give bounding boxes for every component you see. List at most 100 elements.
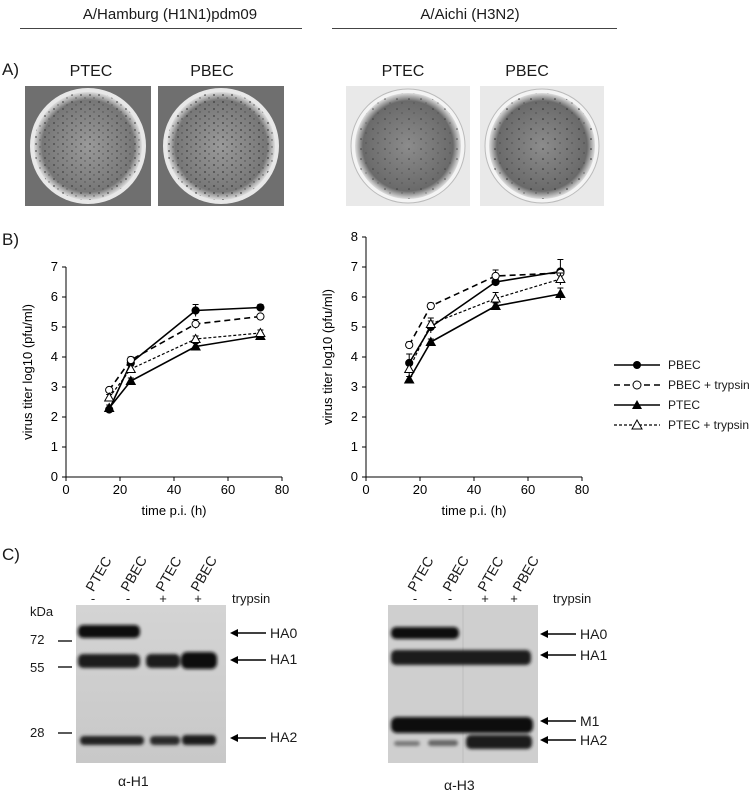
blot2-band-ha1: HA1 xyxy=(580,647,608,663)
y-axis-label: virus titer log10 (pfu/ml) xyxy=(320,289,335,425)
blot2-lane-ptec-2: PTEC xyxy=(474,553,507,594)
blot2-lane-ptec-1: PTEC xyxy=(404,553,437,594)
blot2-trypsin-sign: - xyxy=(412,591,418,606)
blot1-lane-ptec-1: PTEC xyxy=(82,553,115,594)
blot2-lane-pbec-2: PBEC xyxy=(509,552,543,594)
blot1-marker-72: 72 xyxy=(30,632,45,647)
legend-label: PBEC + trypsin xyxy=(668,378,750,392)
y-tick-label: 0 xyxy=(51,469,58,484)
blot1-antibody-label: α-H1 xyxy=(118,773,149,789)
x-tick-label: 60 xyxy=(521,482,535,497)
x-axis-label: time p.i. (h) xyxy=(441,503,506,518)
legend-line-ptec-trypsin-icon xyxy=(614,419,660,430)
blot2-trypsin-sign: + xyxy=(510,591,518,606)
blot1-arrows xyxy=(230,629,266,742)
growth-chart-h3n2: 0 20 40 60 80 0 1 2 3 4 5 6 7 8 time p.i. (h) virus tit… xyxy=(320,229,589,518)
x-axis-label: time p.i. (h) xyxy=(141,503,206,518)
blot1-kda-label: kDa xyxy=(30,604,54,619)
y-tick-label: 5 xyxy=(51,319,58,334)
data-point xyxy=(256,312,265,321)
y-tick-label: 1 xyxy=(351,439,358,454)
y-tick-label: 4 xyxy=(351,349,358,364)
well-label-ptec-h3: PTEC xyxy=(381,63,425,80)
y-tick-label: 6 xyxy=(51,289,58,304)
series-line xyxy=(108,335,261,409)
plaque-well-image-ptec-h3 xyxy=(346,86,470,206)
legend-label: PBEC xyxy=(668,358,701,372)
x-tick-label: 40 xyxy=(467,482,481,497)
growth-chart-h1n1: 0 20 40 60 80 0 1 2 3 4 5 6 7 time p.i. (h) virus tite… xyxy=(20,259,289,518)
data-point xyxy=(103,402,115,412)
y-tick-label: 4 xyxy=(51,349,58,364)
blot1-lane-ptec-2: PTEC xyxy=(152,553,185,594)
blot2-band-ha0: HA0 xyxy=(580,626,608,642)
y-axis-label: virus titer log10 (pfu/ml) xyxy=(20,304,35,440)
well-label-ptec-h1: PTEC xyxy=(69,63,113,80)
strain-divider-right xyxy=(332,28,617,29)
data-point xyxy=(490,292,501,303)
series-line xyxy=(108,306,261,410)
well-label-pbec-h3: PBEC xyxy=(505,63,549,80)
y-tick-label: 6 xyxy=(351,289,358,304)
panel-label-c: C) xyxy=(2,545,20,564)
panel-label-b: B) xyxy=(2,230,19,249)
x-tick-label: 60 xyxy=(221,482,235,497)
data-point xyxy=(425,318,437,328)
x-tick-label: 20 xyxy=(113,482,127,497)
blot2-trypsin-sign: - xyxy=(447,591,453,606)
blot2-antibody-label: α-H3 xyxy=(444,777,475,793)
blot2-band-ha2: HA2 xyxy=(580,732,608,748)
data-point xyxy=(126,355,135,365)
data-point xyxy=(125,375,137,385)
data-point xyxy=(255,327,266,337)
blot2-trypsin-sign: + xyxy=(481,591,489,606)
data-point xyxy=(191,319,200,329)
blot2-trypsin-label: trypsin xyxy=(553,591,592,606)
plaque-well-image-ptec-h1 xyxy=(25,86,151,206)
blot1-band-ha1: HA1 xyxy=(270,651,298,667)
legend-item-ptec-trypsin: PTEC + trypsin xyxy=(614,415,750,435)
data-point xyxy=(490,300,501,310)
plaque-well-image-pbec-h1 xyxy=(158,86,284,206)
data-point xyxy=(256,303,265,312)
data-point xyxy=(491,271,500,281)
x-tick-label: 40 xyxy=(167,482,181,497)
data-point xyxy=(190,340,201,351)
series-line xyxy=(408,293,561,380)
y-tick-label: 8 xyxy=(351,229,358,244)
well-label-pbec-h1: PBEC xyxy=(190,63,234,80)
blot1-trypsin-sign: + xyxy=(159,591,167,606)
data-point xyxy=(103,391,115,402)
strain-title-h3n2: A/Aichi (H3N2) xyxy=(420,6,520,23)
legend-item-pbec-trypsin: PBEC + trypsin xyxy=(614,375,750,395)
data-point xyxy=(403,363,415,373)
blot1-marker-55: 55 xyxy=(30,660,45,675)
data-point xyxy=(426,301,435,311)
data-point xyxy=(425,336,437,346)
legend-line-ptec-icon xyxy=(614,400,660,409)
plaque-well-image-pbec-h3 xyxy=(480,86,604,206)
blot1-lane-pbec-1: PBEC xyxy=(117,552,151,594)
legend-label: PTEC xyxy=(668,398,701,412)
blot1-band-ha2: HA2 xyxy=(270,729,298,745)
y-tick-label: 2 xyxy=(51,409,58,424)
blot2-lane-pbec-1: PBEC xyxy=(439,552,473,594)
legend-line-pbec-trypsin-icon xyxy=(614,380,660,390)
y-tick-label: 0 xyxy=(351,469,358,484)
x-tick-label: 80 xyxy=(275,482,289,497)
x-tick-label: 0 xyxy=(62,482,69,497)
x-tick-label: 20 xyxy=(413,482,427,497)
blot1-marker-28: 28 xyxy=(30,725,45,740)
data-point xyxy=(403,373,415,384)
y-tick-label: 3 xyxy=(51,379,58,394)
series-line xyxy=(408,272,561,346)
strain-divider-left xyxy=(20,28,302,29)
strain-title-h1n1: A/Hamburg (H1N1)pdm09 xyxy=(82,6,258,23)
blot1-trypsin-sign: - xyxy=(125,591,131,606)
legend-item-pbec: PBEC xyxy=(614,355,750,375)
y-tick-label: 7 xyxy=(51,259,58,274)
x-tick-label: 80 xyxy=(575,482,589,497)
legend-item-ptec: PTEC xyxy=(614,395,750,415)
data-point xyxy=(125,363,137,373)
western-blot-image-h3 xyxy=(388,605,538,763)
